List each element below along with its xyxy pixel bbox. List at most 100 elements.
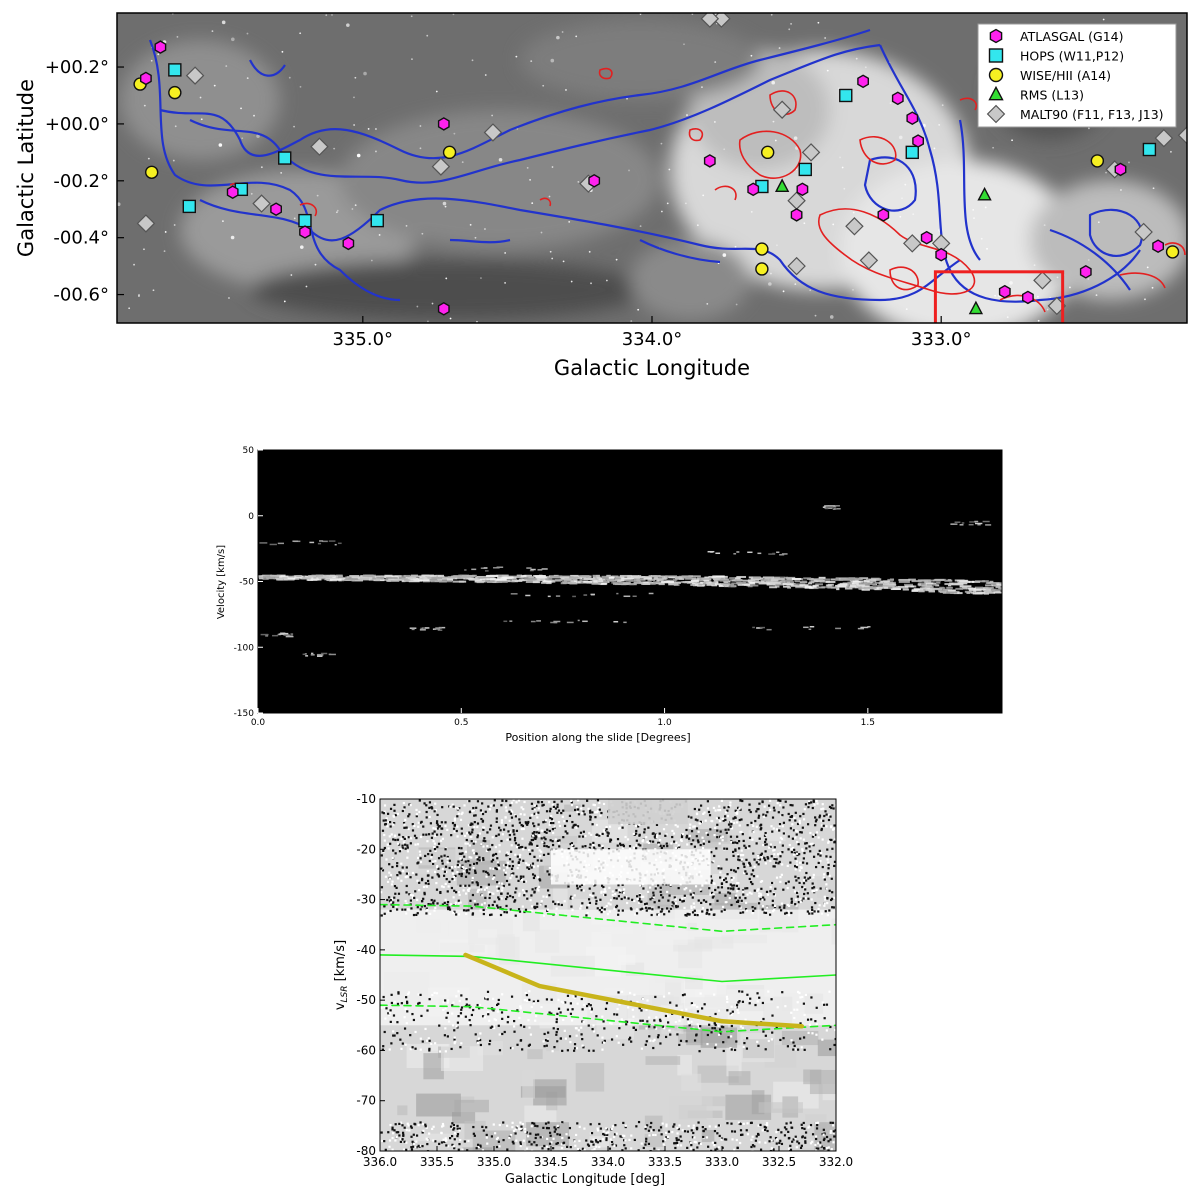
noise-pixel [779, 804, 782, 807]
noise-pixel [815, 1033, 818, 1036]
noise-pixel [418, 881, 421, 884]
noise-pixel [748, 803, 751, 806]
noise-pixel [493, 874, 496, 877]
noise-pixel [641, 997, 645, 1001]
noise-pixel [530, 814, 533, 817]
star [246, 32, 249, 35]
noise-pixel [802, 1121, 805, 1125]
emission-pixel [641, 583, 651, 586]
noise-pixel [748, 861, 751, 864]
noise-pixel [806, 1018, 810, 1021]
noise-pixel [636, 1001, 639, 1004]
noise-pixel [460, 858, 463, 861]
noise-pixel [481, 819, 485, 822]
emission-pixel [387, 579, 400, 582]
star [1046, 308, 1049, 311]
emission-speckle [825, 506, 834, 508]
noise-pixel [735, 894, 738, 897]
square-point [168, 63, 182, 77]
noise-pixel [384, 1017, 387, 1020]
noise-pixel [426, 1009, 429, 1012]
noise-pixel [832, 1124, 835, 1127]
noise-pixel [428, 815, 431, 819]
noise-pixel [383, 804, 387, 807]
noise-pixel [444, 1007, 447, 1010]
noise-pixel [501, 886, 504, 889]
noise-pixel [404, 875, 407, 879]
emission-pixel [308, 577, 319, 580]
noise-pixel [800, 1046, 803, 1049]
noise-pixel [465, 1003, 468, 1006]
noise-pixel [657, 841, 661, 845]
noise-pixel [834, 838, 836, 841]
noise-pixel [496, 904, 499, 907]
emission-pixel [533, 575, 546, 578]
noise-pixel [420, 879, 424, 882]
noise-pixel [392, 849, 395, 852]
star [515, 55, 518, 58]
noise-pixel [551, 843, 555, 847]
noise-pixel [730, 1005, 733, 1008]
emission-pixel [292, 577, 300, 580]
noise-pixel [526, 821, 530, 825]
noise-pixel [457, 865, 460, 869]
noise-pixel [396, 1021, 399, 1024]
emission-pixel [571, 580, 583, 583]
emission-pixel [616, 576, 625, 579]
star [354, 76, 357, 79]
noise-pixel [394, 1123, 397, 1126]
emission-pixel [735, 577, 741, 580]
noise-pixel [438, 1024, 441, 1027]
noise-pixel [725, 831, 728, 835]
noise-pixel [646, 840, 649, 844]
noise-pixel [658, 1129, 661, 1132]
noise-pixel [521, 824, 524, 828]
noise-pixel [720, 1025, 724, 1028]
noise-pixel [389, 909, 392, 913]
star [551, 257, 554, 260]
noise-pixel [432, 840, 435, 843]
noise-pixel [758, 996, 761, 999]
emission-pixel [815, 583, 823, 586]
circle-point [755, 262, 769, 276]
noise-pixel [407, 836, 410, 839]
noise-pixel [450, 1047, 453, 1051]
noise-pixel [639, 900, 642, 903]
noise-pixel [737, 881, 740, 885]
star [1151, 286, 1154, 289]
noise-pixel [547, 1127, 550, 1130]
noise-pixel [714, 1043, 718, 1046]
emission-pixel [636, 578, 646, 581]
emission-speckle [260, 633, 268, 636]
noise-pixel [736, 853, 740, 856]
noise-pixel [832, 906, 835, 909]
noise-pixel [567, 847, 570, 851]
noise-pixel [619, 843, 622, 847]
noise-pixel [563, 820, 566, 823]
square-point [370, 213, 384, 228]
noise-pixel [683, 894, 686, 897]
noise-pixel [623, 1139, 626, 1142]
noise-pixel [600, 811, 603, 815]
noise-pixel [402, 822, 406, 825]
noise-pixel [814, 824, 817, 827]
emission-speckle [833, 508, 841, 510]
noise-pixel [575, 1133, 578, 1137]
noise-pixel [692, 1148, 695, 1151]
noise-pixel [725, 901, 728, 904]
noise-pixel [455, 995, 458, 998]
noise-pixel [773, 846, 776, 849]
noise-pixel [494, 852, 498, 856]
noise-pixel [601, 1036, 604, 1039]
noise-pixel [434, 827, 437, 830]
noise-pixel [505, 809, 508, 812]
noise-pixel [456, 807, 460, 810]
emission-speckle [867, 626, 871, 628]
star [335, 211, 338, 214]
noise-pixel [734, 809, 737, 812]
emission-pixel [974, 580, 986, 583]
noise-pixel [530, 1005, 533, 1009]
noise-pixel [742, 854, 745, 857]
noise-pixel [831, 804, 834, 807]
noise-pixel [391, 1126, 394, 1129]
